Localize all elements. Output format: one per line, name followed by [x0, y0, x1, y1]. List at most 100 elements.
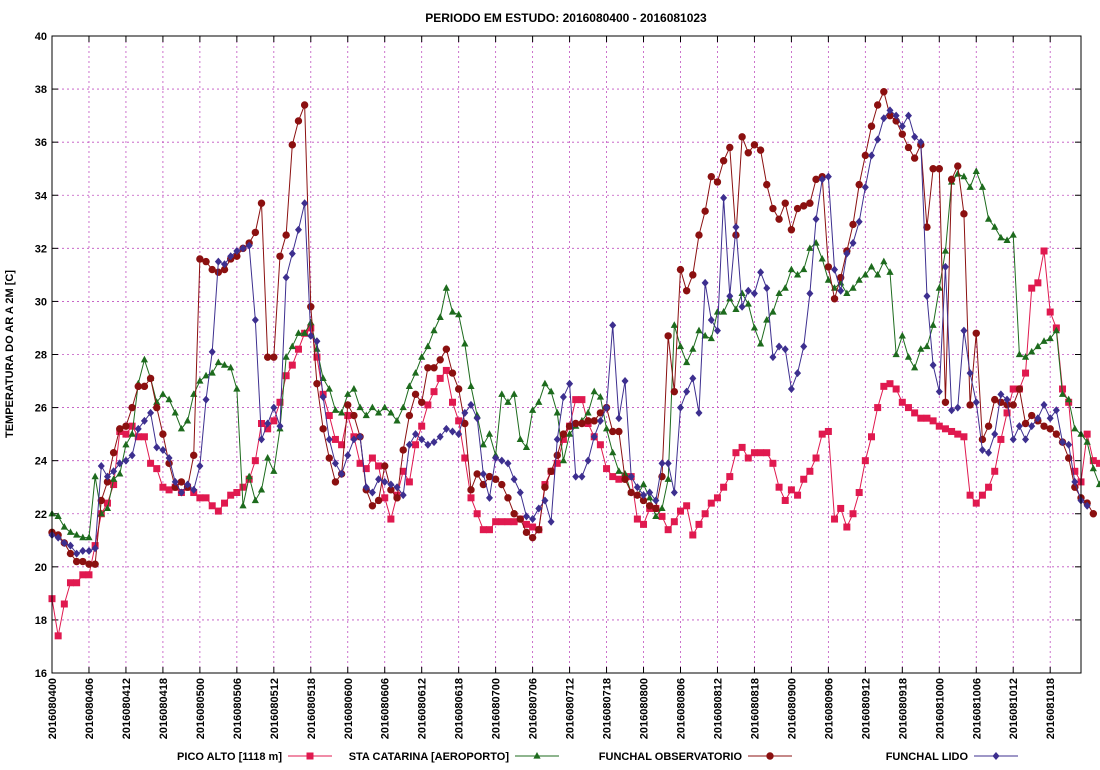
data-point [824, 427, 832, 435]
data-point [387, 408, 395, 416]
data-point [972, 499, 980, 507]
y-tick-label: 16 [35, 668, 47, 680]
data-point [541, 483, 549, 491]
data-point [559, 435, 567, 443]
data-point [997, 390, 1005, 399]
data-point [165, 395, 173, 403]
data-point [134, 424, 142, 433]
data-point [633, 483, 641, 492]
data-point [1083, 430, 1091, 438]
data-point [461, 339, 469, 347]
data-point [972, 329, 980, 337]
data-point [806, 244, 814, 251]
data-point [424, 401, 432, 409]
data-point [886, 380, 894, 388]
data-point [510, 390, 518, 397]
data-point [732, 449, 740, 457]
data-point [873, 101, 882, 109]
data-point [639, 496, 648, 505]
data-point [153, 403, 161, 412]
legend-entry: PICO ALTO [1118 m] [177, 751, 332, 763]
data-point [596, 409, 605, 417]
data-point [892, 385, 900, 393]
data-point [368, 403, 377, 411]
data-point [794, 369, 802, 378]
data-point [442, 284, 450, 291]
data-point [1003, 395, 1011, 404]
data-point [473, 510, 481, 518]
data-point [843, 249, 851, 258]
x-tick-label: 2016080612 [417, 678, 429, 739]
y-tick-label: 20 [35, 562, 47, 574]
data-point [867, 122, 876, 130]
data-point [116, 425, 124, 433]
x-tick-label: 2016081018 [1045, 678, 1057, 739]
data-point [818, 175, 826, 184]
data-point [430, 364, 438, 372]
series-2 [48, 167, 1100, 541]
data-point [338, 441, 346, 449]
data-point [424, 440, 432, 449]
data-point [640, 491, 648, 500]
data-point [732, 305, 740, 312]
data-point [128, 422, 136, 430]
data-point [529, 406, 537, 413]
data-point [374, 496, 383, 505]
data-point [412, 430, 420, 439]
data-point [1009, 231, 1017, 238]
legend-marker [533, 752, 541, 759]
data-point [85, 560, 93, 568]
legend-marker [306, 752, 314, 760]
data-point [738, 289, 746, 297]
data-point [603, 465, 611, 473]
data-point [73, 579, 81, 587]
data-point [1028, 422, 1036, 431]
data-point [177, 488, 185, 497]
data-point [590, 432, 598, 441]
data-point [596, 416, 604, 425]
data-point [202, 395, 210, 404]
data-point [701, 207, 709, 215]
data-point [978, 446, 986, 455]
data-point [726, 292, 734, 301]
data-point [645, 502, 654, 510]
data-point [498, 456, 506, 465]
data-point [960, 433, 968, 441]
data-point [849, 239, 857, 248]
data-point [837, 286, 845, 295]
data-point [713, 494, 721, 502]
data-point [79, 533, 87, 541]
y-tick-label: 40 [35, 31, 47, 43]
data-point [264, 425, 272, 433]
data-point [886, 111, 894, 120]
data-point [276, 398, 284, 406]
data-point [880, 382, 888, 390]
data-point [911, 363, 919, 371]
data-point [165, 486, 173, 494]
data-point [713, 326, 721, 335]
data-point [948, 406, 956, 415]
data-point [220, 361, 229, 368]
data-point [147, 408, 155, 417]
series-line [51, 90, 1094, 565]
data-point [510, 475, 518, 484]
data-point [960, 210, 968, 218]
data-point [929, 417, 937, 425]
data-point [676, 403, 684, 412]
data-point [935, 165, 943, 173]
data-point [658, 512, 666, 520]
data-point [479, 469, 487, 478]
data-point [639, 480, 648, 488]
data-point [1046, 414, 1054, 423]
data-point [535, 398, 543, 405]
data-point [615, 467, 623, 474]
data-point [227, 363, 235, 371]
data-point [935, 422, 943, 430]
data-point [399, 403, 407, 411]
data-point [1059, 438, 1067, 447]
data-point [504, 518, 512, 526]
data-point [966, 183, 974, 190]
data-point [960, 172, 968, 180]
data-point [553, 408, 561, 416]
data-point [381, 403, 389, 411]
